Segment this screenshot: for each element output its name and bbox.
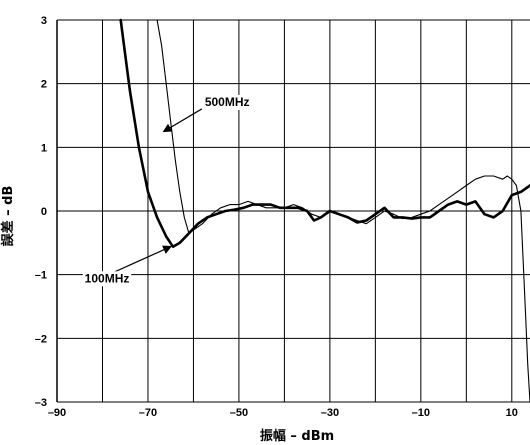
x-tick-label: 10 bbox=[506, 407, 518, 419]
y-tick-label: 1 bbox=[41, 142, 47, 154]
x-tick-label: –90 bbox=[48, 407, 66, 419]
y-tick-label: –3 bbox=[35, 397, 47, 409]
x-tick-label: –30 bbox=[321, 407, 339, 419]
annotation-arrow bbox=[113, 245, 173, 273]
y-axis-label: 誤差 – dB bbox=[0, 186, 16, 247]
y-tick-label: 0 bbox=[41, 206, 47, 218]
annotation-background bbox=[202, 94, 252, 110]
y-tick-label: 2 bbox=[41, 79, 47, 91]
y-tick-label: 3 bbox=[41, 15, 47, 27]
x-tick-label: –10 bbox=[412, 407, 430, 419]
y-tick-label: –2 bbox=[35, 333, 47, 345]
y-tick-label: –1 bbox=[35, 270, 47, 282]
series-line-100mhz bbox=[119, 18, 530, 248]
annotation-label: 500MHz bbox=[205, 95, 250, 109]
annotation-label: 100MHz bbox=[85, 271, 130, 285]
x-tick-label: –70 bbox=[139, 407, 157, 419]
x-tick-label: –50 bbox=[230, 407, 248, 419]
series-line-500mhz bbox=[156, 19, 530, 403]
x-axis-label: 振幅 – dBm bbox=[260, 428, 334, 444]
annotation-background bbox=[82, 271, 132, 287]
annotation-arrow bbox=[162, 108, 203, 133]
